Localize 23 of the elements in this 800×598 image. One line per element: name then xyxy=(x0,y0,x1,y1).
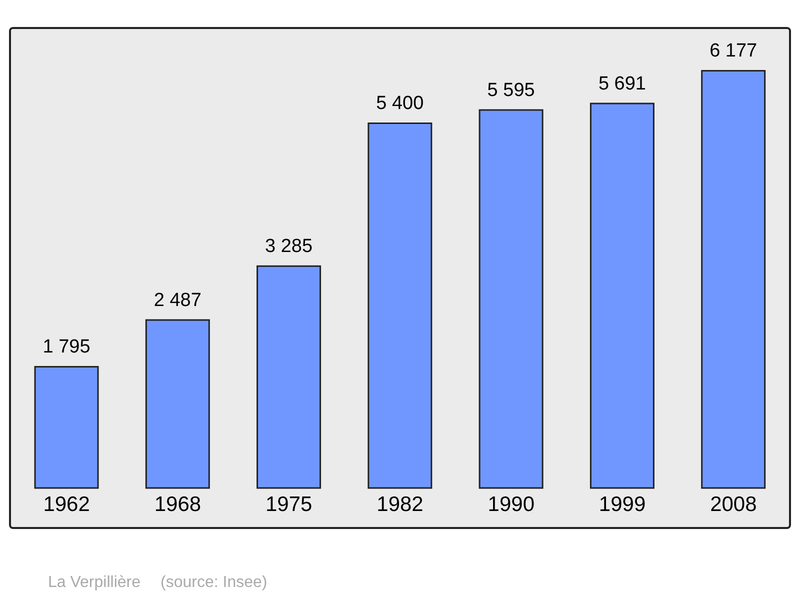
data-label: 3 285 xyxy=(265,236,313,258)
bar xyxy=(701,70,766,489)
data-label: 5 691 xyxy=(598,74,646,95)
text: (source: Insee) xyxy=(160,574,268,591)
x-tick-label: 1982 xyxy=(376,492,424,516)
data-label: 5 595 xyxy=(487,80,535,102)
x-tick-label: 1990 xyxy=(488,492,534,516)
bar xyxy=(145,319,210,489)
data-label: 5 400 xyxy=(376,93,424,114)
x-tick-label: 1999 xyxy=(598,492,646,516)
data-label: 1 795 xyxy=(42,336,90,358)
data-label: 6 177 xyxy=(710,40,758,62)
bar xyxy=(256,265,322,489)
x-tick-label: 2008 xyxy=(710,492,757,516)
bar xyxy=(368,122,432,489)
bar xyxy=(590,102,654,489)
x-tick-label: 1962 xyxy=(43,492,90,516)
bar xyxy=(34,366,99,489)
bar xyxy=(478,109,544,489)
data-label: 2 487 xyxy=(154,290,202,311)
text: La Verpillière xyxy=(48,574,140,591)
x-tick-label: 1968 xyxy=(154,492,202,516)
x-tick-label: 1975 xyxy=(266,492,312,516)
